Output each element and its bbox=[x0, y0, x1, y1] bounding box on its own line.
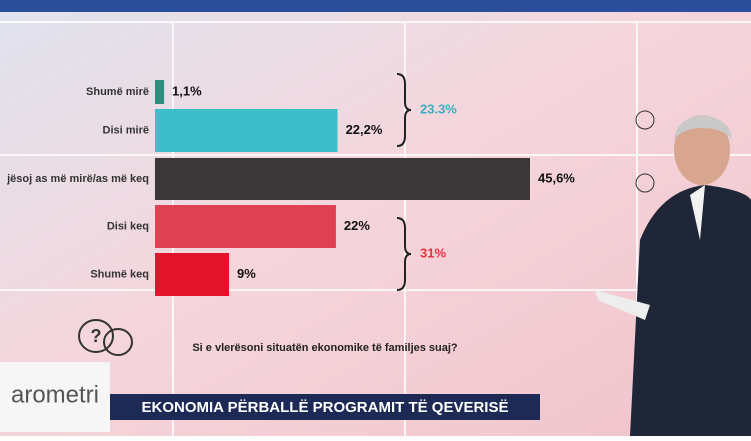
value-label: 1,1% bbox=[172, 83, 202, 98]
category-label: Shumë keq bbox=[90, 268, 149, 280]
bar bbox=[155, 80, 165, 104]
question: Si e vlerësoni situatën ekonomike të fam… bbox=[192, 342, 458, 354]
group-label: 31% bbox=[420, 245, 446, 260]
braces bbox=[396, 73, 412, 291]
icon bbox=[635, 110, 655, 130]
top-bar bbox=[0, 0, 751, 12]
bar bbox=[155, 109, 338, 152]
group-label: 23.3% bbox=[420, 101, 457, 116]
banner: EKONOMIA PËRBALLË PROGRAMIT TË QEVERISË bbox=[142, 399, 509, 416]
category-label: jësoj as më mirë/as më keq bbox=[6, 173, 149, 185]
bar bbox=[155, 253, 230, 296]
icon bbox=[635, 173, 655, 193]
value-label: 45,6% bbox=[538, 170, 575, 185]
category-label: Shumë mirë bbox=[86, 86, 149, 98]
value-label: 22,2% bbox=[346, 122, 383, 137]
logo: arometri bbox=[11, 381, 99, 408]
value-label: 9% bbox=[237, 266, 256, 281]
question-icon bbox=[78, 319, 133, 356]
category-label: Disi keq bbox=[107, 220, 149, 232]
banner-box bbox=[110, 394, 540, 420]
value-label: 22% bbox=[344, 218, 370, 233]
category-label: Disi mirë bbox=[103, 124, 149, 136]
question-mark: ? bbox=[91, 326, 102, 346]
logo-box bbox=[0, 362, 110, 432]
bar bbox=[155, 158, 530, 200]
bar bbox=[155, 205, 336, 248]
presenter bbox=[595, 115, 751, 436]
